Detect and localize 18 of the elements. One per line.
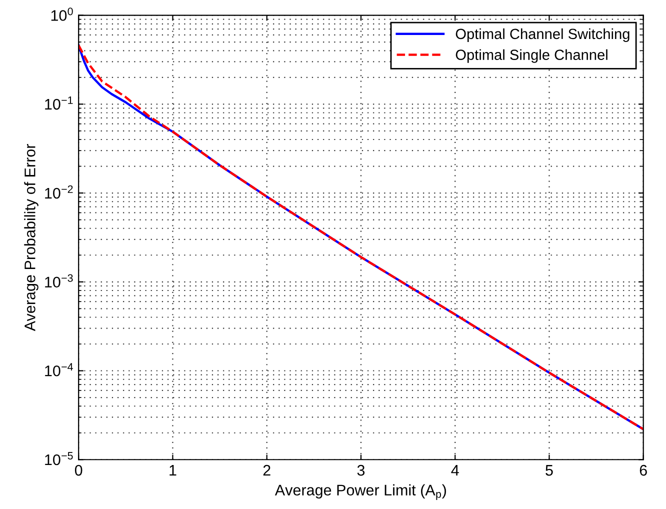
- x-tick-label: 6: [640, 464, 647, 476]
- x-tick-label: 4: [451, 465, 459, 476]
- x-tick-label: 5: [546, 465, 553, 476]
- x-tick-label: 3: [357, 464, 365, 476]
- x-axis-title: Average Power Limit (A$_{p}$): [274, 484, 446, 500]
- legend-label: Optimal Single Channel: [456, 49, 608, 63]
- y-tick-label: 10$^{−5}$: [45, 452, 73, 466]
- y-tick-label: 10$^{−4}$: [45, 363, 73, 376]
- line-series: [78, 44, 644, 430]
- y-tick-label: 10$^{−1}$: [45, 96, 73, 110]
- y-axis-title: Average Probability of Error: [24, 144, 38, 332]
- y-tick-label: 10$^{0}$: [51, 8, 73, 21]
- x-tick-label: 0: [74, 464, 82, 476]
- legend-label: Optimal Channel Switching: [456, 28, 630, 42]
- x-tick-label: 2: [263, 464, 270, 476]
- y-tick-label: 10$^{−3}$: [45, 274, 73, 288]
- y-tick-label: 10$^{−2}$: [45, 185, 73, 199]
- x-tick-label: 1: [170, 465, 176, 476]
